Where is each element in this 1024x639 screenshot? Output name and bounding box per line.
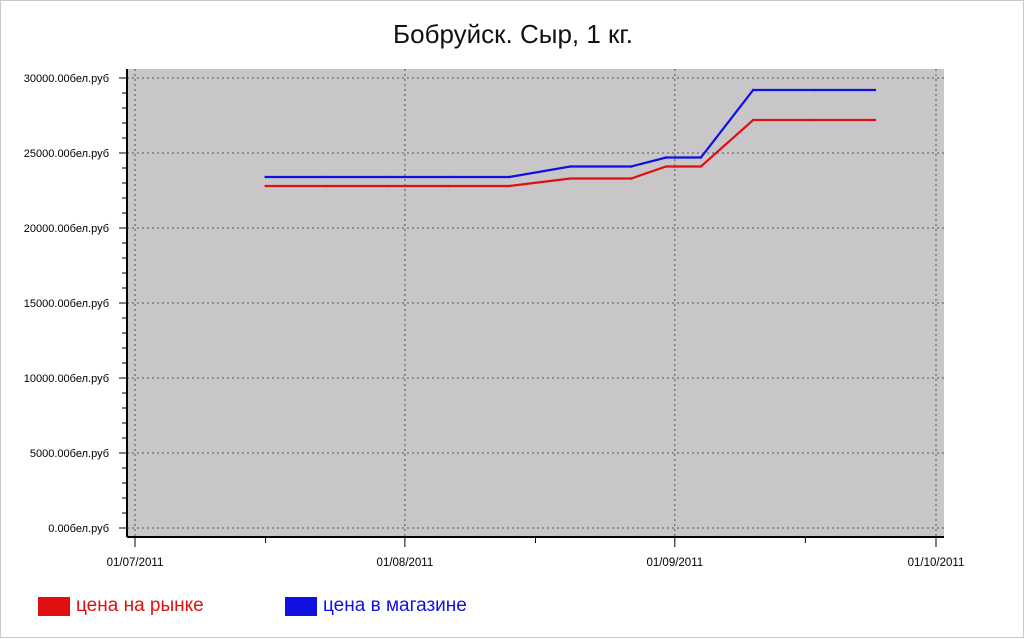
x-tick-label: 01/10/2011 (908, 557, 965, 569)
legend-swatch-store (285, 596, 317, 616)
legend-label-store: цена в магазине (323, 595, 467, 616)
legend-item-store: цена в магазине (285, 593, 467, 619)
data-point (508, 175, 511, 179)
data-point (812, 88, 816, 92)
data-point (630, 177, 633, 180)
data-point (751, 88, 755, 92)
x-tick-label: 01/08/2011 (377, 557, 434, 569)
data-point (569, 165, 572, 168)
plot-area (127, 69, 944, 537)
grid (127, 69, 944, 537)
data-point (386, 175, 389, 179)
series-line-1 (265, 88, 876, 179)
data-point (630, 165, 633, 168)
x-tick-label: 01/09/2011 (646, 557, 703, 569)
legend-item-market: цена на рынке (38, 593, 204, 619)
axes: 0.00бел.руб 5000.00бел.руб 10000.00бел.руб… (24, 69, 965, 569)
data-point (325, 184, 328, 188)
data-point (812, 118, 816, 122)
data-point (569, 177, 572, 180)
data-point (325, 175, 328, 179)
data-point (751, 118, 755, 122)
y-tick-label: 15000.00бел.руб (24, 298, 109, 310)
data-point (664, 156, 668, 159)
data-point (873, 88, 877, 92)
data-point (264, 175, 267, 179)
y-tick-label: 25000.00бел.руб (24, 148, 109, 160)
data-point (508, 184, 511, 188)
y-tick-label: 10000.00бел.руб (24, 373, 109, 385)
data-point (664, 165, 668, 168)
chart-title: Бобруйск. Сыр, 1 кг. (393, 19, 633, 49)
y-tick-label: 20000.00бел.руб (24, 223, 109, 235)
data-point (699, 165, 703, 168)
x-tick-label: 01/07/2011 (107, 557, 164, 569)
y-tick-label: 30000.00бел.руб (24, 73, 109, 85)
y-tick-label: 5000.00бел.руб (30, 448, 109, 460)
series-line-0 (265, 118, 876, 188)
data-point (386, 184, 389, 188)
data-point (873, 118, 877, 122)
data-point (264, 184, 267, 188)
legend-swatch-market (38, 596, 70, 616)
data-point (447, 175, 450, 179)
legend-label-market: цена на рынке (76, 595, 204, 616)
data-point (447, 184, 450, 188)
y-tick-label: 0.00бел.руб (48, 523, 109, 535)
series (264, 88, 877, 188)
data-point (699, 156, 703, 159)
